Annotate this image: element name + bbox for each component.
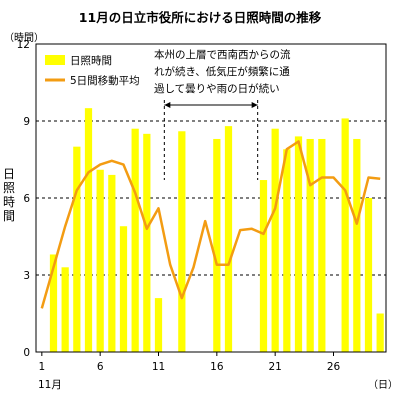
- sunshine-bar-day-4: [73, 146, 81, 352]
- sunshine-bar-day-10: [143, 133, 151, 352]
- y-tick-label: 6: [23, 193, 30, 205]
- plot-frame: [35, 43, 387, 353]
- annotation-line-3: 過して曇りや雨の日が続い: [154, 82, 280, 95]
- annotation-text: 本州の上層で西南西からの流 れが続き、低気圧が頻繁に通 過して曇りや雨の日が続い: [150, 45, 300, 97]
- y-axis-label-char: 日: [3, 167, 15, 181]
- sunshine-bar-day-22: [283, 149, 291, 352]
- chart-title: 11月の日立市役所における日照時間の推移: [79, 10, 322, 25]
- x-tick-label: 6: [97, 361, 104, 373]
- legend: 日照時間 5日間移動平均: [38, 49, 158, 93]
- sunshine-bar-day-6: [96, 169, 104, 352]
- sunshine-bar-day-8: [119, 226, 128, 352]
- x-tick-label: 26: [327, 361, 341, 373]
- y-axis-label: 日照時間: [3, 167, 15, 223]
- y-tick-label: 0: [23, 347, 30, 359]
- sunshine-bar-day-7: [108, 174, 116, 352]
- annotation-line-1: 本州の上層で西南西からの流: [154, 48, 291, 61]
- y-axis-label-char: 時: [3, 195, 15, 209]
- month-label: 11月: [38, 379, 62, 391]
- x-axis-ticks: 1 6 11 16 21 26: [38, 352, 340, 373]
- sunshine-bar-day-2: [49, 254, 58, 352]
- x-tick-label: 1: [38, 361, 45, 373]
- y-axis-label-char: 照: [3, 181, 15, 195]
- legend-bar-label: 日照時間: [70, 55, 112, 67]
- sunshine-bar-day-27: [341, 118, 349, 352]
- sunshine-bar-day-11: [154, 298, 163, 352]
- sunshine-bar-day-28: [353, 138, 361, 352]
- sunshine-bar-day-16: [213, 138, 221, 352]
- bar-series: [49, 108, 384, 353]
- sunshine-bar-day-23: [294, 136, 303, 352]
- sunshine-bar-day-13: [178, 131, 186, 352]
- y-axis-ticks: 0 3 6 9 12: [17, 39, 31, 359]
- gridlines: [36, 120, 386, 276]
- plot-border: [35, 43, 387, 353]
- sunshine-bar-day-20: [259, 180, 268, 352]
- y-tick-label: 3: [23, 270, 30, 282]
- x-tick-label: 16: [210, 361, 224, 373]
- x-axis-unit: （日）: [368, 379, 398, 391]
- y-axis-unit: （時間）: [4, 32, 44, 44]
- annotation-arrow-right: [251, 102, 258, 108]
- y-axis-label-char: 間: [3, 209, 15, 223]
- annotation-bracket: [163, 100, 259, 180]
- x-tick-label: 21: [268, 361, 281, 373]
- moving-average-line: [40, 140, 381, 309]
- sunshine-bar-day-29: [364, 198, 373, 352]
- x-tick-label: 11: [152, 361, 165, 373]
- moving-average-series: [40, 140, 381, 309]
- legend-line-label: 5日間移動平均: [70, 74, 140, 87]
- annotation-arrow-left: [164, 102, 171, 108]
- sunshine-bar-day-17: [224, 126, 233, 352]
- sunshine-bar-day-21: [271, 128, 279, 352]
- y-tick-label: 9: [23, 116, 30, 128]
- sunshine-bar-day-3: [61, 267, 69, 352]
- sunshine-bar-day-25: [318, 138, 326, 352]
- sunshine-bar-day-24: [306, 138, 314, 352]
- sunshine-bar-day-9: [131, 128, 139, 352]
- y-tick-label: 12: [17, 39, 30, 51]
- legend-bar-swatch: [45, 55, 65, 65]
- annotation-line-2: れが続き、低気圧が頻繁に通: [154, 65, 290, 78]
- sunshine-bar-day-5: [84, 108, 93, 353]
- annotation-background: [150, 45, 300, 97]
- sunshine-bar-day-30: [376, 313, 384, 352]
